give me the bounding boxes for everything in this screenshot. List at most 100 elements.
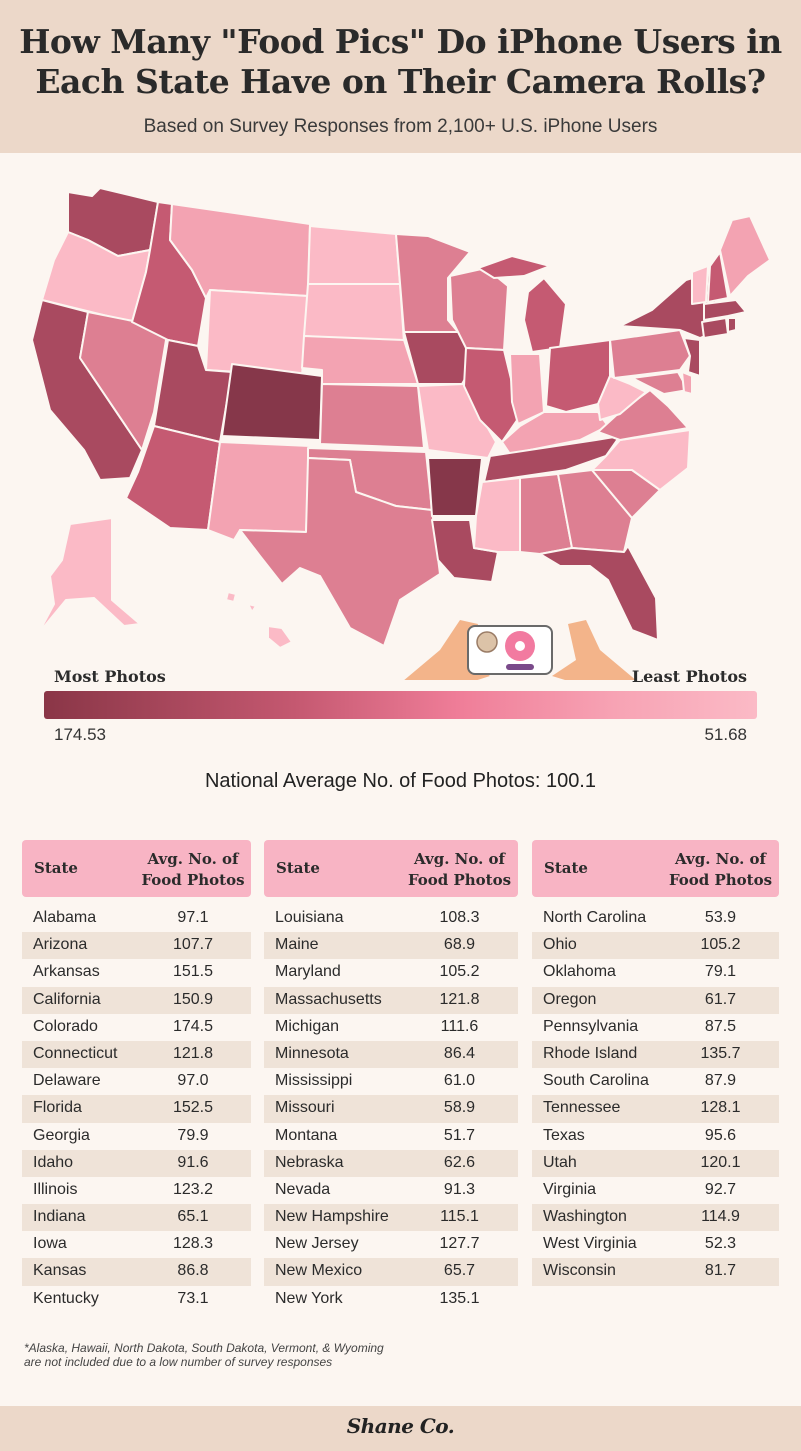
table-row: Maryland 105.2 bbox=[264, 959, 518, 986]
state-north-dakota bbox=[307, 225, 401, 285]
avg-photos-value: 115.1 bbox=[440, 1208, 479, 1226]
avg-photos-value: 135.1 bbox=[439, 1289, 480, 1307]
avg-photos-value: 121.8 bbox=[439, 990, 480, 1008]
state-new-mexico bbox=[207, 441, 311, 541]
state-kansas bbox=[319, 383, 425, 449]
table-row: Arkansas 151.5 bbox=[22, 959, 251, 986]
avg-photos-value: 95.6 bbox=[704, 1126, 737, 1144]
avg-photos-value: 92.7 bbox=[704, 1180, 737, 1198]
state-west-virginia bbox=[597, 375, 647, 421]
avg-photos-value: 87.9 bbox=[704, 1072, 737, 1090]
table-row: Kansas 86.8 bbox=[22, 1258, 251, 1286]
state-name: Arizona bbox=[33, 936, 88, 954]
table-row: Mississippi 61.0 bbox=[264, 1068, 518, 1095]
avg-photos-value: 79.9 bbox=[177, 1126, 209, 1144]
table-row: Delaware 97.0 bbox=[22, 1068, 251, 1095]
table-row: Washington 114.9 bbox=[532, 1204, 779, 1232]
table-row: Iowa 128.3 bbox=[22, 1231, 251, 1258]
table-row: Illinois 123.2 bbox=[22, 1177, 251, 1204]
state-florida bbox=[539, 545, 659, 641]
table-row: California 150.9 bbox=[22, 986, 251, 1014]
state-name: Connecticut bbox=[33, 1044, 118, 1062]
table-row: Maine 68.9 bbox=[264, 932, 518, 960]
table-row: Utah 120.1 bbox=[532, 1149, 779, 1177]
avg-photos-value: 58.9 bbox=[443, 1099, 476, 1117]
table-row: Rhode Island 135.7 bbox=[532, 1040, 779, 1069]
avg-photos-value: 105.2 bbox=[439, 963, 480, 981]
table-row: Nebraska 62.6 bbox=[264, 1149, 518, 1177]
state-name: Rhode Island bbox=[543, 1044, 638, 1062]
table-row: Massachusetts 121.8 bbox=[264, 986, 518, 1014]
hands-phone-illustration bbox=[404, 620, 636, 680]
page-subtitle: Based on Survey Responses from 2,100+ U.… bbox=[143, 116, 658, 137]
header-avg: Avg. No. of Food Photos bbox=[135, 849, 251, 891]
state-name: New Jersey bbox=[275, 1235, 359, 1253]
table-row: Connecticut 121.8 bbox=[22, 1040, 251, 1069]
header-avg-line2: Food Photos bbox=[668, 871, 773, 889]
state-name: Wisconsin bbox=[543, 1262, 616, 1280]
state-louisiana bbox=[431, 519, 499, 583]
state-south-dakota bbox=[303, 283, 405, 343]
footer-band: Shane Co. bbox=[0, 1406, 801, 1451]
state-name: Idaho bbox=[33, 1153, 74, 1171]
header-avg: Avg. No. of Food Photos bbox=[662, 849, 779, 891]
table-row: Idaho 91.6 bbox=[22, 1149, 251, 1177]
table-row: New Hampshire 115.1 bbox=[264, 1204, 518, 1232]
table-row: Michigan 111.6 bbox=[264, 1014, 518, 1041]
header-state: State bbox=[34, 859, 78, 877]
state-connecticut bbox=[701, 317, 729, 339]
table-row: West Virginia 52.3 bbox=[532, 1231, 779, 1258]
state-name: Kansas bbox=[33, 1262, 87, 1280]
state-name: Illinois bbox=[33, 1180, 78, 1198]
header-avg-line2: Food Photos bbox=[141, 871, 245, 889]
avg-photos-value: 61.0 bbox=[443, 1072, 476, 1090]
avg-photos-value: 91.6 bbox=[177, 1153, 209, 1171]
state-name: Missouri bbox=[275, 1099, 335, 1117]
state-name: Louisiana bbox=[275, 909, 344, 926]
header-avg-line1: Avg. No. of bbox=[147, 850, 239, 868]
table-row: Tennessee 128.1 bbox=[532, 1095, 779, 1123]
avg-photos-value: 128.3 bbox=[172, 1235, 214, 1253]
state-rhode-island bbox=[727, 317, 737, 333]
state-name: Georgia bbox=[33, 1126, 90, 1144]
avg-photos-value: 61.7 bbox=[704, 990, 737, 1008]
header-avg: Avg. No. of Food Photos bbox=[401, 849, 518, 891]
avg-photos-value: 65.7 bbox=[443, 1262, 476, 1280]
legend-max-value: 174.53 bbox=[54, 725, 106, 744]
footnote-line-1: *Alaska, Hawaii, North Dakota, South Dak… bbox=[24, 1341, 384, 1355]
avg-photos-value: 150.9 bbox=[172, 990, 214, 1008]
table-row: Louisiana 108.3 bbox=[264, 905, 518, 932]
state-name: Colorado bbox=[33, 1017, 98, 1035]
avg-photos-value: 151.5 bbox=[172, 963, 214, 981]
avg-photos-value: 105.2 bbox=[700, 936, 741, 954]
avg-photos-value: 111.6 bbox=[440, 1017, 479, 1035]
state-mississippi bbox=[473, 477, 521, 553]
table-row: Oklahoma 79.1 bbox=[532, 959, 779, 986]
avg-photos-value: 62.6 bbox=[443, 1153, 476, 1171]
header-state: State bbox=[544, 859, 588, 877]
state-name: New Hampshire bbox=[275, 1208, 389, 1226]
table-row: Nevada 91.3 bbox=[264, 1177, 518, 1204]
state-colorado bbox=[221, 363, 323, 441]
header-avg-line1: Avg. No. of bbox=[413, 850, 506, 868]
state-name: Virginia bbox=[543, 1180, 597, 1198]
avg-photos-value: 79.1 bbox=[704, 963, 737, 981]
avg-photos-value: 52.3 bbox=[704, 1235, 737, 1253]
avg-photos-value: 123.2 bbox=[172, 1180, 214, 1198]
header-band: How Many "Food Pics" Do iPhone Users in … bbox=[0, 0, 801, 153]
table-row: Virginia 92.7 bbox=[532, 1177, 779, 1204]
table-row: Florida 152.5 bbox=[22, 1095, 251, 1123]
avg-photos-value: 91.3 bbox=[443, 1180, 476, 1198]
state-name: California bbox=[33, 990, 101, 1008]
state-hawaii bbox=[225, 591, 293, 649]
state-pennsylvania bbox=[609, 329, 691, 379]
table-row: New Mexico 65.7 bbox=[264, 1258, 518, 1286]
avg-photos-value: 114.9 bbox=[701, 1208, 740, 1226]
state-vermont bbox=[691, 265, 709, 305]
state-name: Florida bbox=[33, 1099, 82, 1117]
state-name: Nevada bbox=[275, 1180, 331, 1198]
avg-photos-value: 127.7 bbox=[439, 1235, 480, 1253]
avg-photos-value: 120.1 bbox=[700, 1153, 741, 1171]
state-new-hampshire bbox=[707, 251, 729, 303]
title-line-2: Each State Have on Their Camera Rolls? bbox=[35, 62, 766, 101]
